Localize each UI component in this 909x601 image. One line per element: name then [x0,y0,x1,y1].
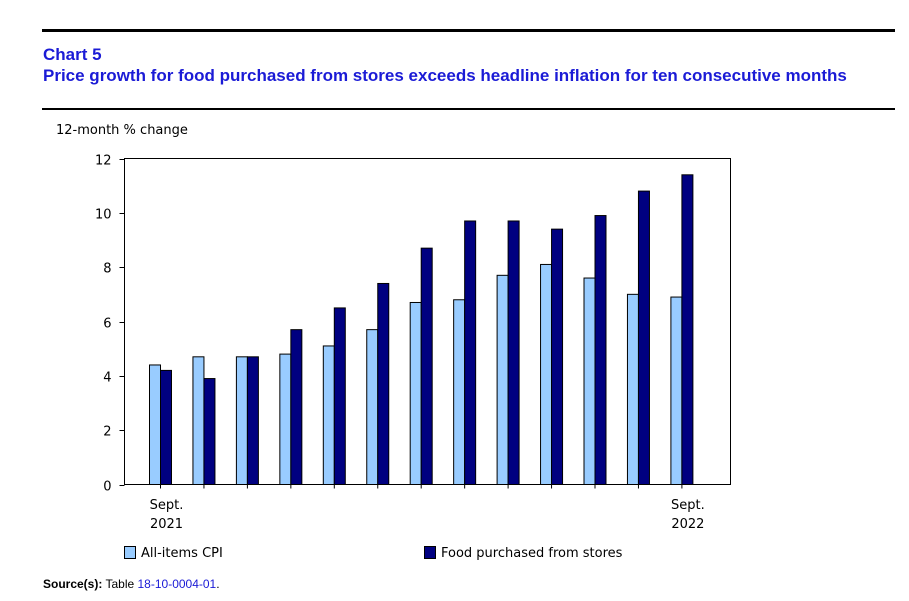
bar-food-7 [464,220,477,485]
y-tick-label: 4 [103,371,111,386]
bar-food-6 [420,247,433,485]
bar-cpi-5 [366,329,379,485]
source-label: Source(s): [43,577,103,591]
bar-food-8 [507,220,520,485]
y-tick-label: 8 [103,262,111,277]
bar-food-5 [377,282,390,486]
bar-cpi-0 [149,364,161,486]
bar-food-12 [681,174,694,486]
y-tick-label: 6 [103,317,111,332]
bar-food-1 [203,378,216,485]
legend-swatch-cpi [124,546,136,559]
y-axis-label: 12-month % change [56,123,188,138]
bar-food-4 [333,307,346,485]
bar-food-0 [160,369,172,485]
bar-cpi-7 [453,299,466,485]
bar-cpi-11 [626,293,639,486]
bar-cpi-8 [496,274,509,486]
source-prefix: Table [105,577,135,591]
chart-title: Price growth for food purchased from sto… [43,66,847,85]
bar-cpi-10 [583,277,596,485]
bar-cpi-1 [192,356,205,486]
bar-cpi-9 [540,263,553,486]
x-tick-label-month: Sept. [150,498,184,513]
legend-swatch-food [424,546,436,559]
bar-food-2 [246,356,259,486]
legend-label-food: Food purchased from stores [441,546,623,561]
bar-cpi-12 [670,296,683,485]
bar-food-10 [594,215,607,486]
source-table-link[interactable]: 18-10-0004-01 [137,577,217,591]
bar-cpi-3 [279,353,292,485]
x-tick-label-month: Sept. [671,498,705,513]
bar-cpi-4 [322,345,335,486]
y-tick-label: 10 [95,208,112,223]
title-rule [42,108,895,110]
bar-cpi-6 [409,301,422,485]
y-tick-label: 12 [95,154,112,169]
bar-cpi-2 [235,356,248,486]
source-suffix: . [216,577,220,591]
y-tick-label: 0 [103,480,111,495]
y-tick-label: 2 [103,425,111,440]
plot-frame [124,158,731,485]
legend-label-cpi: All-items CPI [141,546,223,561]
x-tick-label-year: 2022 [671,517,704,532]
bar-food-9 [551,228,564,485]
source-note: Source(s): Table 18-10-0004-01. [43,577,220,591]
chart-number: Chart 5 [43,45,102,64]
bar-food-11 [637,190,650,485]
x-tick-label-year: 2021 [150,517,183,532]
top-rule [42,29,895,32]
bar-food-3 [290,329,303,485]
